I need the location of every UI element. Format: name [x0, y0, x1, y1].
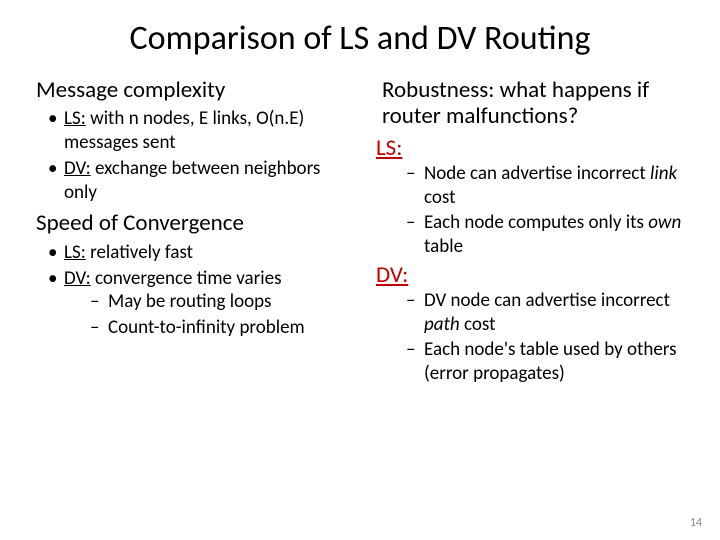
dash-routing-loops: May be routing loops — [90, 290, 356, 314]
ls-own-table: Each node computes only its own table — [406, 211, 692, 259]
dv-path-cost: DV node can advertise incorrect path cos… — [406, 289, 692, 337]
heading-robustness: Robustness: what happens if router malfu… — [372, 77, 692, 130]
ls-robust-list: Node can advertise incorrect link cost E… — [372, 162, 692, 259]
dv-d1-a: DV node can advertise incorrect — [424, 289, 670, 312]
dv-error-prop: Each node's table used by others (error … — [406, 338, 692, 386]
label-dv: DV: — [64, 267, 91, 290]
left-column: Message complexity LS: with n nodes, E l… — [28, 71, 364, 388]
text-dv-speed: convergence time varies — [91, 267, 282, 290]
label-ls: LS: — [64, 107, 86, 130]
dv-robust-list: DV node can advertise incorrect path cos… — [372, 289, 692, 386]
heading-speed-convergence: Speed of Convergence — [36, 210, 356, 236]
heading-message-complexity: Message complexity — [36, 77, 356, 103]
label-ls: LS: — [64, 241, 86, 264]
text-ls-speed: relatively fast — [86, 241, 193, 264]
text-dv-msg: exchange between neighbors only — [64, 157, 320, 204]
dv-speed-sublist: May be routing loops Count-to-infinity p… — [64, 290, 356, 340]
bullet-ls-msg: LS: with n nodes, E links, O(n.E) messag… — [48, 107, 356, 155]
ls-label-text: LS: — [376, 134, 402, 162]
dv-d1-b: cost — [460, 313, 496, 336]
page-number: 14 — [690, 516, 702, 530]
dv-d1-italic: path — [424, 313, 460, 336]
ls-d2-b: table — [424, 235, 463, 258]
bullet-dv-msg: DV: exchange between neighbors only — [48, 157, 356, 205]
ls-d1-b: cost — [424, 186, 455, 209]
label-dv: DV: — [64, 157, 91, 180]
msg-complexity-list: LS: with n nodes, E links, O(n.E) messag… — [36, 107, 356, 204]
dash-count-infinity: Count-to-infinity problem — [90, 316, 356, 340]
speed-list: LS: relatively fast DV: convergence time… — [36, 241, 356, 340]
content-columns: Message complexity LS: with n nodes, E l… — [0, 71, 720, 388]
dv-heading: DV: — [372, 261, 692, 289]
ls-d1-a: Node can advertise incorrect — [424, 162, 650, 185]
bullet-ls-speed: LS: relatively fast — [48, 241, 356, 265]
ls-heading: LS: — [372, 134, 692, 162]
dv-label-text: DV: — [376, 261, 408, 289]
ls-d2-italic: own — [648, 211, 681, 234]
ls-d1-italic: link — [650, 162, 677, 185]
right-column: Robustness: what happens if router malfu… — [364, 71, 700, 388]
text-ls-msg: with n nodes, E links, O(n.E) messages s… — [64, 107, 304, 154]
ls-link-cost: Node can advertise incorrect link cost — [406, 162, 692, 210]
ls-d2-a: Each node computes only its — [424, 211, 648, 234]
bullet-dv-speed: DV: convergence time varies May be routi… — [48, 267, 356, 340]
slide-title: Comparison of LS and DV Routing — [0, 0, 720, 71]
